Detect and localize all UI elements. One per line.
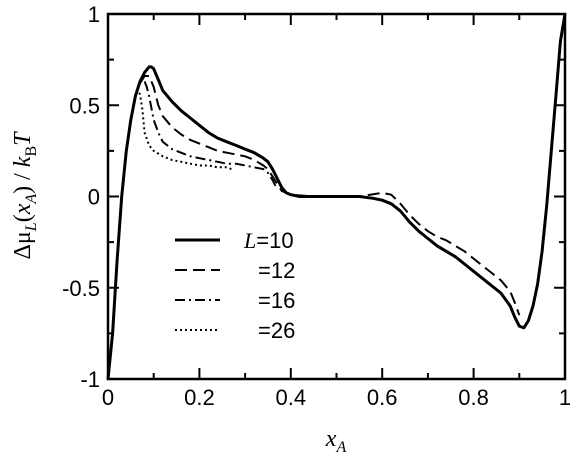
series-line-4 (120, 89, 232, 197)
legend-entry-3: =16 (258, 288, 295, 313)
legend: L=10 =12 =16 =26 (175, 228, 295, 343)
series-line-3 (120, 80, 278, 197)
series-layer (106, 13, 567, 380)
legend-entry-2: =12 (258, 258, 295, 283)
x-tick-label: 0 (102, 385, 114, 410)
series-line-2 (116, 75, 521, 316)
x-tick-label: 0.8 (458, 385, 489, 410)
tick-label-layer: 0 0.2 0.4 0.6 0.8 1 -1 -0.5 0 0.5 1 (62, 2, 571, 410)
legend-entry-1: L=10 (243, 228, 294, 253)
y-tick-label: -0.5 (62, 276, 100, 301)
y-tick-label: 0.5 (69, 93, 100, 118)
y-tick-label: -1 (80, 367, 100, 392)
x-axis-label: xA (325, 426, 347, 454)
x-tick-label: 0.6 (367, 385, 398, 410)
y-tick-label: 1 (88, 2, 100, 27)
y-axis-label: ΔμL(xA) / kBT (10, 131, 40, 260)
x-tick-label: 0.2 (184, 385, 215, 410)
tick-layer (107, 13, 566, 380)
x-tick-label: 0.4 (276, 385, 307, 410)
y-tick-label: 0 (88, 185, 100, 210)
x-tick-label: 1 (559, 385, 571, 410)
legend-entry-4: =26 (258, 318, 295, 343)
